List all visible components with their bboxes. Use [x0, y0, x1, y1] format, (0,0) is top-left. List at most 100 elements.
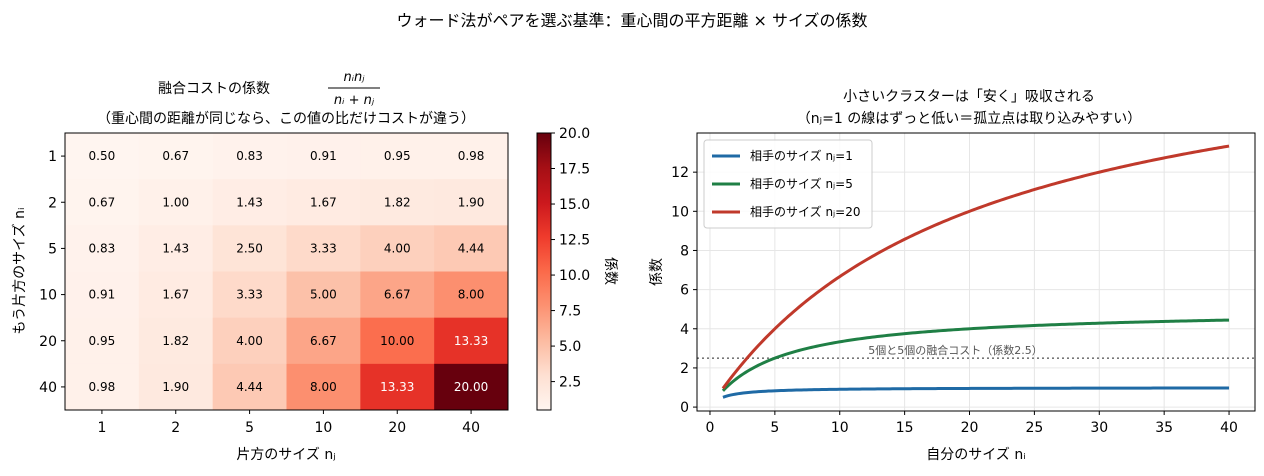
heatmap-cell [286, 271, 361, 319]
line-y-tick-label: 0 [680, 400, 689, 416]
heatmap-cell [212, 363, 287, 411]
legend-label-nj-1: 相手のサイズ nⱼ=1 [750, 148, 853, 163]
heatmap-cells: 0.50 0.67 0.83 0.91 0.95 0.98 0.67 1.00 1.43 1.67… [65, 133, 509, 411]
reference-line-label: 5個と5個の融合コスト（係数2.5） [868, 343, 1042, 357]
heatmap-cell-label: 0.98 [89, 380, 116, 394]
heatmap-cell-label: 0.91 [310, 149, 337, 163]
heatmap-cell [65, 179, 140, 226]
series-line-nj-5 [721, 318, 1230, 392]
heatmap-cell-label: 6.67 [384, 288, 411, 302]
line-x-axis-label: 自分のサイズ nᵢ [926, 447, 1025, 463]
heatmap-cell [360, 363, 435, 411]
heatmap-cell-label: 1.82 [162, 334, 189, 348]
heatmap-cell [138, 133, 214, 180]
heatmap-cell-label: 8.00 [310, 380, 337, 394]
line-y-tick-label: 10 [671, 204, 689, 220]
heatmap-cell [138, 225, 214, 272]
line-x-tick-label: 25 [1025, 420, 1043, 436]
series-line-nj-20 [721, 144, 1230, 390]
colorbar-ticks: 2.5 5.0 7.5 10.0 12.5 15.0 17.5 20.0 [551, 126, 590, 391]
colorbar-tick-label: 2.5 [559, 375, 581, 391]
heatmap-cell [65, 225, 140, 272]
heatmap-y-axis-label: もう片方のサイズ nᵢ [12, 208, 28, 335]
line-x-tick-label: 10 [831, 420, 849, 436]
heatmap-x-axis-label: 片方のサイズ nⱼ [236, 447, 335, 463]
colorbar-tick-label: 20.0 [559, 126, 590, 142]
heatmap-cell [138, 317, 214, 365]
legend-box [703, 139, 873, 229]
heatmap-cell [286, 225, 361, 272]
line-y-tick-label: 4 [680, 322, 689, 338]
heatmap-cell-label: 1.43 [236, 195, 263, 209]
heatmap-x-ticks: 1 2 5 10 20 40 [97, 410, 480, 436]
heatmap-cell-label: 13.33 [380, 380, 414, 394]
heatmap-title-line2: （重心間の距離が同じなら、この値の比だけコストが違う） [97, 110, 475, 127]
heatmap-x-tick-label: 5 [245, 420, 254, 436]
heatmap-cell-label: 4.00 [384, 241, 411, 255]
heatmap-x-tick-label: 2 [171, 420, 180, 436]
series-line-nj-1 [722, 386, 1230, 399]
colorbar [536, 132, 552, 411]
line-x-tick-label: 15 [896, 420, 914, 436]
colorbar-label: 係数 [602, 257, 618, 285]
line-x-tick-label: 5 [770, 420, 779, 436]
heatmap-cell [138, 179, 214, 226]
heatmap-cell [434, 133, 509, 180]
heatmap-y-tick-label: 10 [39, 288, 57, 304]
heatmap-cell-label: 1.82 [384, 195, 411, 209]
heatmap-cell-label: 0.83 [236, 149, 263, 163]
colorbar-tick-label: 10.0 [559, 268, 590, 284]
legend: 相手のサイズ nⱼ=1 相手のサイズ nⱼ=5 相手のサイズ nⱼ=20 [703, 139, 873, 229]
heatmap-y-tick-label: 5 [48, 241, 57, 257]
heatmap-cell-label: 13.33 [454, 334, 488, 348]
heatmap-cell-label: 0.67 [89, 195, 116, 209]
colorbar-tick-label: 5.0 [559, 339, 581, 355]
heatmap-cell-label: 1.67 [310, 195, 337, 209]
heatmap-frame [64, 132, 509, 411]
heatmap-cell-label: 3.33 [310, 241, 337, 255]
heatmap-y-tick-label: 1 [48, 149, 57, 165]
heatmap-cell-label: 0.95 [384, 149, 411, 163]
line-title-line2: （nⱼ=1 の線はずっと低い＝孤立点は取り込みやすい） [797, 111, 1141, 127]
heatmap-x-tick-label: 1 [97, 420, 106, 436]
line-series-group [721, 144, 1230, 399]
heatmap-cell [286, 317, 361, 365]
heatmap-cell [65, 363, 140, 411]
colorbar-tick-label: 15.0 [559, 197, 590, 213]
heatmap-cell-label: 8.00 [458, 288, 485, 302]
line-x-tick-label: 20 [961, 420, 979, 436]
heatmap-cell-label: 1.67 [162, 288, 189, 302]
line-x-tick-label: 30 [1090, 420, 1108, 436]
line-x-ticks: 0 5 10 15 20 25 30 35 40 [706, 411, 1238, 436]
heatmap-cell [212, 179, 287, 226]
heatmap-cell [286, 179, 361, 226]
heatmap-cell-label: 1.00 [162, 195, 189, 209]
line-y-ticks: 0 2 4 6 8 10 12 [671, 165, 697, 416]
heatmap-title-line1: 融合コストの係数 [158, 81, 270, 97]
heatmap-cell-label: 2.50 [236, 241, 263, 255]
line-x-tick-label: 35 [1155, 420, 1173, 436]
line-y-axis-label: 係数 [649, 258, 665, 286]
heatmap-cell-label: 3.33 [236, 288, 263, 302]
legend-label-nj-5: 相手のサイズ nⱼ=5 [750, 176, 853, 191]
heatmap-cell-label: 1.43 [162, 241, 189, 255]
heatmap-cell [434, 225, 509, 272]
heatmap-cell [434, 363, 509, 411]
line-title-line1: 小さいクラスターは「安く」吸収される [843, 89, 1095, 105]
heatmap-y-tick-label: 2 [48, 195, 57, 211]
heatmap-cell [286, 363, 361, 411]
heatmap-panel: 融合コストの係数 nᵢnⱼ nᵢ + nⱼ （重心間の距離が同じなら、この値の比… [12, 70, 618, 463]
heatmap-cell [212, 133, 287, 180]
colorbar-tick-label: 7.5 [559, 304, 581, 320]
colorbar-tick-label: 17.5 [559, 162, 590, 178]
heatmap-cell-label: 0.98 [458, 149, 485, 163]
heatmap-cell [360, 317, 435, 365]
heatmap-cell-label: 4.00 [236, 334, 263, 348]
heatmap-y-ticks: 1 2 5 10 20 40 [39, 149, 65, 396]
heatmap-cell-label: 5.00 [310, 288, 337, 302]
line-y-tick-label: 2 [680, 361, 689, 377]
heatmap-cell [138, 271, 214, 319]
heatmap-cell-label: 4.44 [236, 380, 263, 394]
heatmap-y-tick-label: 20 [39, 334, 57, 350]
